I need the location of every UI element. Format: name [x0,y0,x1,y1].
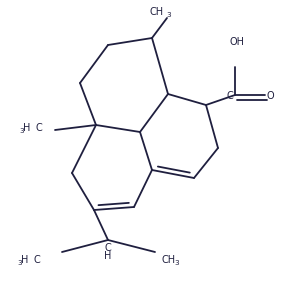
Text: OH: OH [230,37,245,47]
Text: 3: 3 [174,260,179,266]
Text: C: C [227,91,233,101]
Text: C: C [105,243,112,253]
Text: 3: 3 [19,128,24,134]
Text: CH: CH [150,7,164,17]
Text: O: O [266,91,274,101]
Text: H: H [21,255,28,265]
Text: CH: CH [162,255,176,265]
Text: 3: 3 [166,12,171,18]
Text: C: C [34,255,41,265]
Text: 3: 3 [17,260,22,266]
Text: H: H [23,123,30,133]
Text: C: C [36,123,43,133]
Text: H: H [104,251,112,261]
